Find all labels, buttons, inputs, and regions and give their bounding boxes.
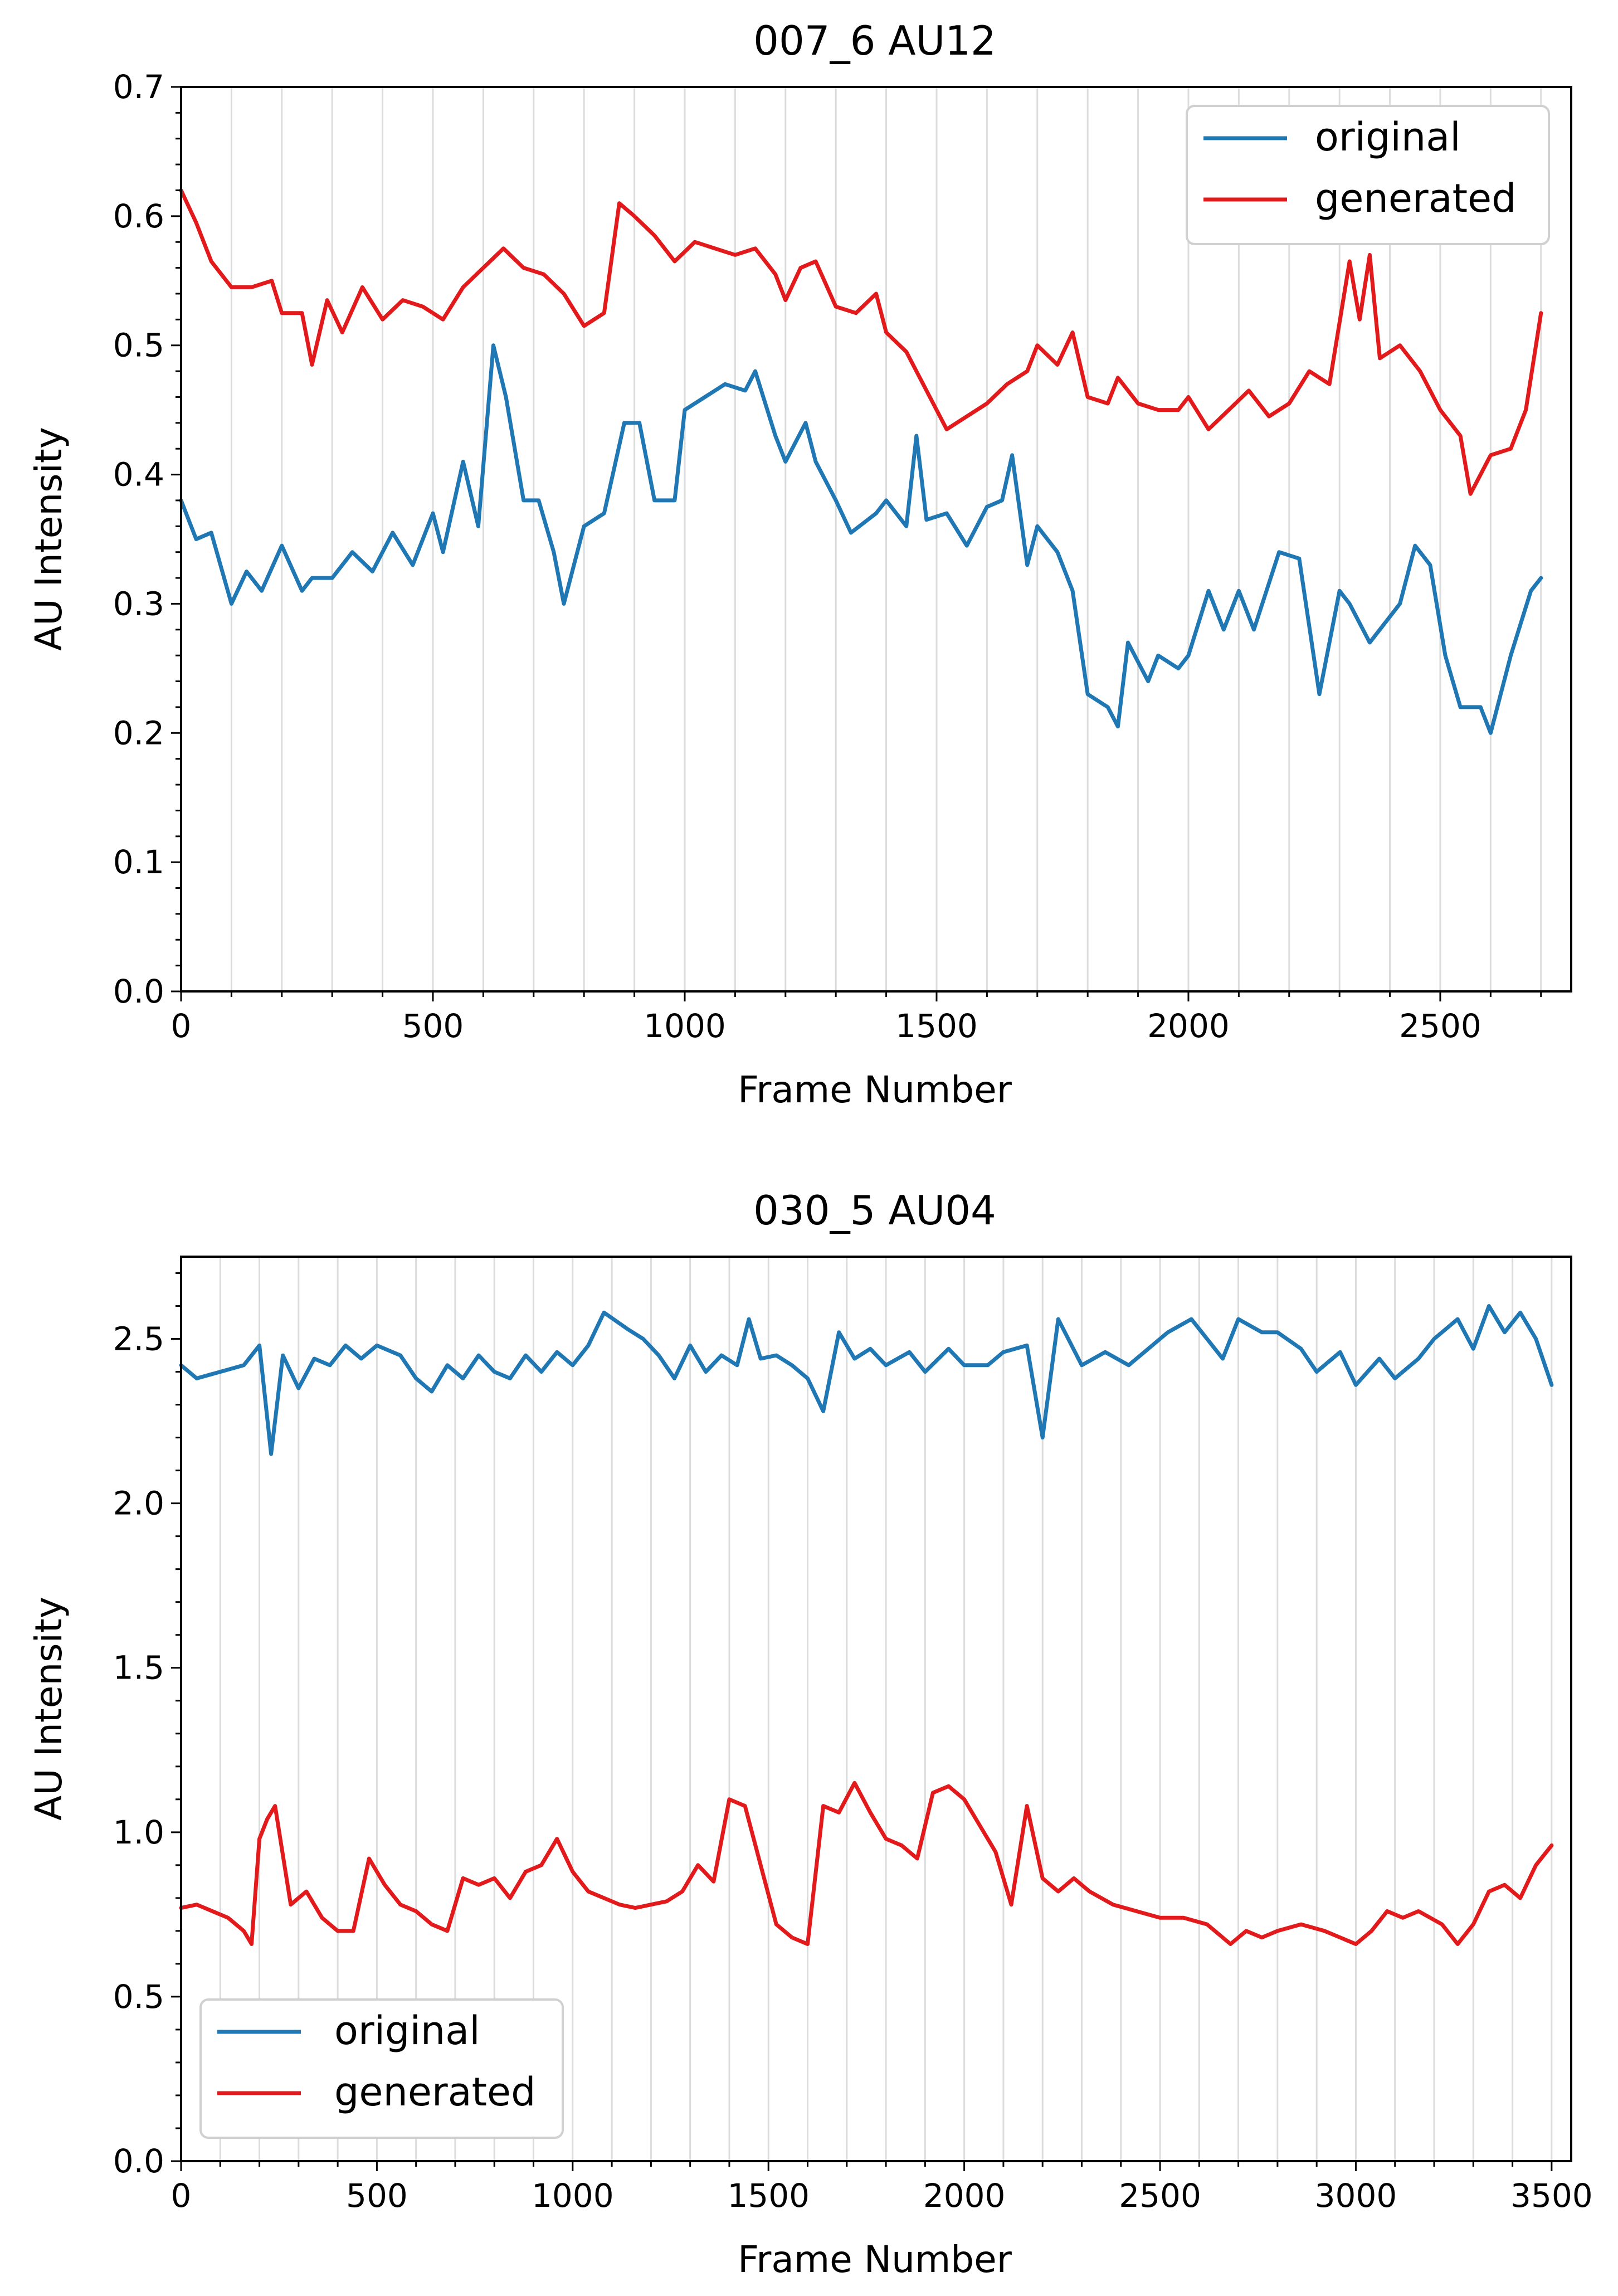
y-tick-label: 1.0 <box>113 1813 164 1851</box>
x-axis-label: Frame Number <box>738 1068 1012 1111</box>
x-tick-label: 0 <box>171 1007 192 1045</box>
y-axis-ticks: 0.0 0.1 0.2 0.3 0.4 0.5 0.6 0.7 <box>113 68 181 1010</box>
y-tick-label: 0.0 <box>113 972 164 1010</box>
series-line-original <box>179 1304 1554 1456</box>
x-axis-ticks: 0 500 1000 1500 2000 2500 <box>171 991 1542 1045</box>
y-axis-label: AU Intensity <box>27 427 70 651</box>
y-tick-label: 0.4 <box>113 456 164 494</box>
x-tick-label: 2500 <box>1119 2177 1201 2215</box>
x-axis-ticks: 0 500 1000 1500 2000 2500 3000 3500 <box>171 2161 1593 2215</box>
series-lines <box>179 1304 1554 1946</box>
y-tick-label: 0.5 <box>113 1978 164 2016</box>
y-tick-label: 0.2 <box>113 714 164 752</box>
y-axis-label: AU Intensity <box>27 1597 70 1821</box>
legend-box <box>1186 105 1550 245</box>
legend-label-original: original <box>334 2008 480 2054</box>
chart-007-6-au12: 007_6 AU12 0 500 1000 1500 2000 2500 0.00.10.… <box>27 17 1572 1111</box>
series-line-original <box>179 343 1543 735</box>
plot-frame <box>180 86 1572 993</box>
chart-030-5-au04: 030_5 AU04 0 500 1000 1500 2000 2500 3000 3500 … <box>27 1187 1593 2281</box>
x-tick-label: 2000 <box>923 2177 1006 2215</box>
series-lines <box>179 188 1543 735</box>
y-tick-label: 1.5 <box>113 1649 164 1687</box>
x-tick-label: 500 <box>346 2177 408 2215</box>
x-tick-label: 1000 <box>644 1007 726 1045</box>
y-axis-ticks: 0.0 0.5 1.0 1.5 2.0 2.5 <box>113 1272 181 2180</box>
y-tick-label: 2.5 <box>113 1320 164 1358</box>
x-gridlines <box>230 87 1542 991</box>
x-tick-label: 0 <box>171 2177 192 2215</box>
x-tick-label: 1000 <box>532 2177 614 2215</box>
x-tick-label: 2000 <box>1147 1007 1230 1045</box>
chart-title: 007_6 AU12 <box>753 17 996 64</box>
legend-label-generated: generated <box>334 2069 536 2115</box>
legend: original generated <box>1186 105 1550 245</box>
legend-box <box>199 1998 564 2139</box>
x-tick-label: 3000 <box>1315 2177 1397 2215</box>
chart-title: 030_5 AU04 <box>753 1187 996 1234</box>
y-tick-label: 0.6 <box>113 197 164 235</box>
series-line-generated <box>179 188 1543 496</box>
x-tick-label: 2500 <box>1399 1007 1481 1045</box>
y-tick-label: 0.7 <box>113 68 164 106</box>
y-tick-label: 0.3 <box>113 585 164 622</box>
plot-frame <box>180 1256 1572 2162</box>
y-tick-label: 2.0 <box>113 1485 164 1522</box>
legend-label-generated: generated <box>1315 176 1517 221</box>
x-tick-label: 500 <box>402 1007 464 1045</box>
x-tick-label: 1500 <box>727 2177 810 2215</box>
series-line-generated <box>179 1781 1554 1946</box>
x-tick-label: 1500 <box>895 1007 978 1045</box>
y-tick-label: 0.5 <box>113 327 164 364</box>
x-tick-label: 3500 <box>1510 2177 1593 2215</box>
y-tick-label: 0.1 <box>113 843 164 881</box>
x-axis-label: Frame Number <box>738 2238 1012 2281</box>
legend: original generated <box>199 1998 564 2139</box>
y-tick-label: 0.0 <box>113 2142 164 2180</box>
legend-label-original: original <box>1315 114 1461 160</box>
